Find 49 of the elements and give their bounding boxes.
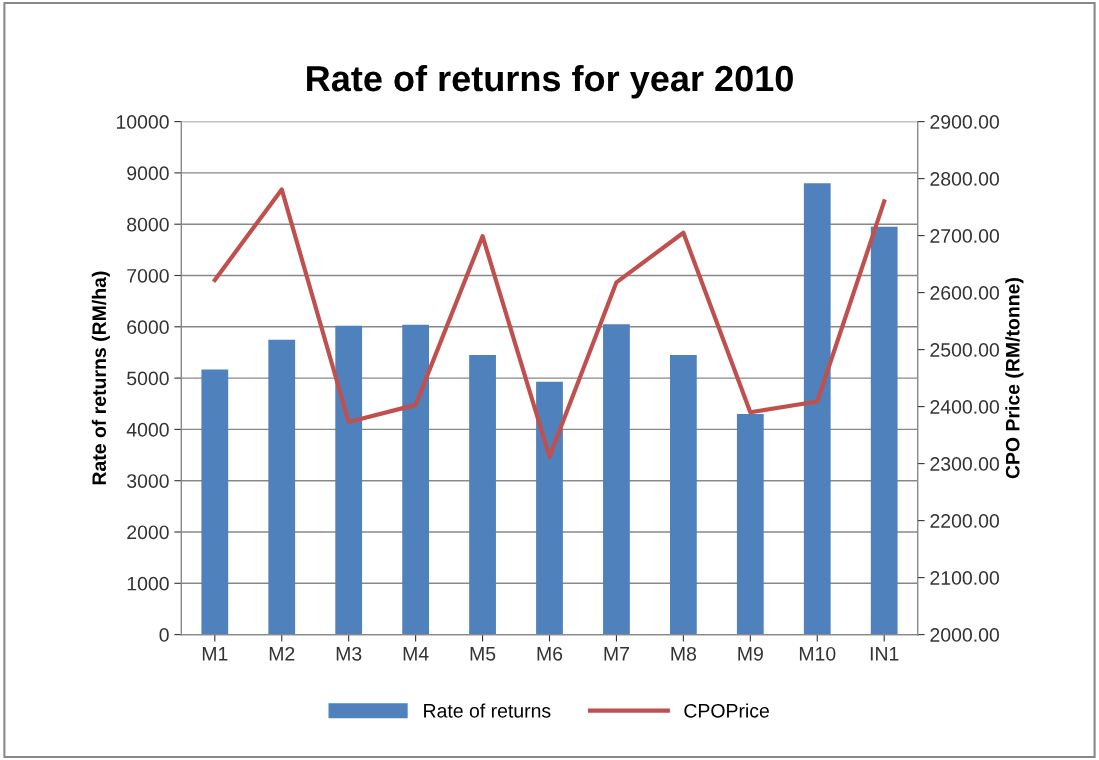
y-tick-label: 3000 (127, 474, 169, 488)
x-tick-label: M7 (604, 647, 629, 661)
x-tick-label: IN1 (870, 647, 899, 661)
y-tick-label: 9000 (127, 166, 169, 181)
bar (469, 355, 496, 635)
y-tick-label: 1000 (127, 576, 169, 591)
bar (402, 324, 430, 635)
bar (268, 339, 296, 635)
chart-title: Rate of returns for year 2010 (307, 64, 793, 99)
y2-axis-title: CPO Price (RM/tonne) (1005, 278, 1024, 479)
line-series (212, 187, 887, 459)
y2-tick-label: 2800.00 (930, 172, 999, 186)
y-tick-label: 10000 (116, 115, 169, 129)
y2-tick-label: 2200.00 (930, 514, 999, 528)
y-tick-label: 6000 (127, 320, 169, 335)
x-tick-label: M4 (403, 647, 429, 661)
y2-tick-label: 2000.00 (930, 628, 999, 642)
bar (803, 183, 831, 635)
legend-label: Rate of returns (424, 703, 551, 718)
y2-tick-label: 2600.00 (930, 286, 999, 300)
y2-tick-label: 2500.00 (930, 343, 999, 357)
x-tick-label: M2 (269, 646, 295, 661)
y2-tick-label: 2300.00 (930, 457, 999, 471)
bar (201, 369, 229, 635)
x-tick-label: M9 (738, 646, 763, 661)
x-tick-label: M10 (799, 646, 836, 661)
y2-tick-label: 2700.00 (930, 229, 999, 243)
y-tick-label: 0 (159, 628, 169, 642)
x-tick-label: M6 (537, 646, 563, 661)
y2-tick-label: 2400.00 (930, 400, 999, 414)
y-tick-label: 8000 (127, 217, 169, 232)
x-tick-label: M8 (671, 646, 697, 661)
y-tick-label: 5000 (127, 371, 169, 386)
x-tick-label: M3 (336, 646, 362, 661)
bar (669, 355, 697, 635)
bar (603, 324, 630, 635)
bar (870, 226, 898, 635)
bar (736, 414, 764, 635)
y-axis-title: Rate of returns (RM/ha) (91, 271, 110, 485)
y-tick-label: 7000 (127, 268, 169, 283)
y-tick-label: 4000 (126, 422, 169, 437)
x-tick-label: M1 (202, 647, 228, 661)
y2-tick-label: 2900.00 (930, 115, 999, 129)
bar (335, 325, 363, 635)
y2-tick-label: 2100.00 (930, 571, 999, 585)
y-tick-label: 2000 (127, 525, 169, 540)
legend-label: CPOPrice (684, 703, 769, 718)
x-tick-label: M5 (470, 647, 496, 661)
bar (536, 381, 563, 635)
